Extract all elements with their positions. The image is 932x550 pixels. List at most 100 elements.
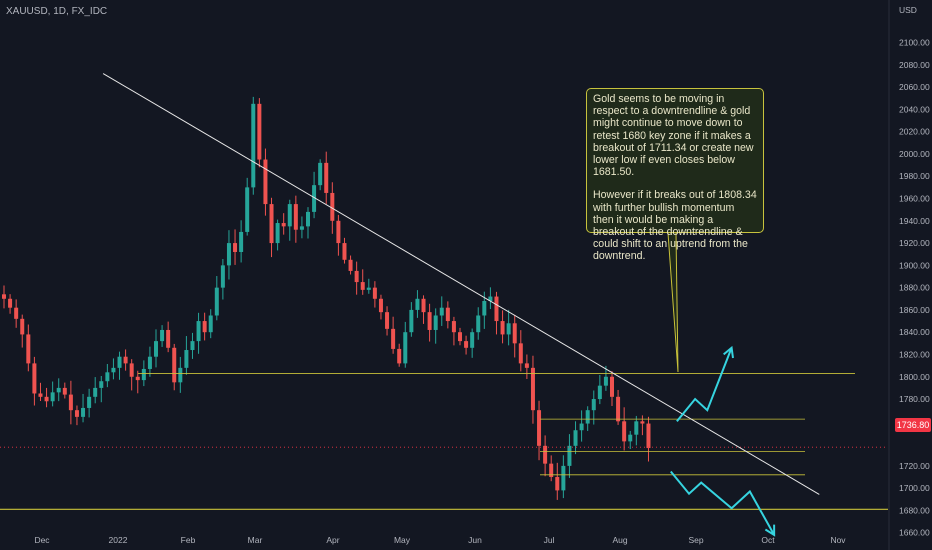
candle-body	[129, 363, 134, 377]
y-tick-label: 2100.00	[899, 38, 930, 48]
x-tick-label: May	[394, 535, 411, 545]
candle-body	[190, 341, 195, 351]
y-tick-label: 2020.00	[899, 127, 930, 137]
candle-body	[530, 367, 535, 411]
candle-body	[385, 312, 390, 329]
x-tick-label: Sep	[688, 535, 703, 545]
candle-body	[220, 265, 225, 288]
candle-body	[38, 393, 43, 397]
candle-body	[123, 356, 128, 364]
y-tick-label: 1720.00	[899, 461, 930, 471]
y-tick-label: 1920.00	[899, 238, 930, 248]
candle-body	[366, 287, 371, 290]
candle-body	[622, 421, 627, 442]
candle-body	[439, 307, 444, 316]
candle-body	[573, 430, 578, 446]
candle-body	[111, 367, 116, 373]
candle-body	[172, 347, 177, 383]
y-tick-label: 1660.00	[899, 528, 930, 538]
candle-body	[44, 396, 49, 402]
candle-body	[324, 162, 329, 193]
candle-body	[196, 321, 201, 342]
candle-body	[245, 187, 250, 232]
y-tick-label: 1900.00	[899, 260, 930, 270]
candle-body	[32, 363, 37, 394]
symbol-header: XAUUSD, 1D, FX_IDC	[6, 6, 108, 17]
candle-body	[372, 287, 377, 299]
candle-body	[378, 298, 383, 313]
y-tick-label: 1940.00	[899, 216, 930, 226]
candle-body	[275, 223, 280, 244]
candle-body	[470, 332, 475, 348]
x-tick-label: Feb	[181, 535, 196, 545]
candle-body	[251, 103, 256, 188]
candle-body	[476, 315, 481, 333]
candle-body	[610, 376, 614, 397]
candle-body	[99, 381, 104, 388]
candle-body	[628, 434, 633, 442]
x-axis[interactable]: Dec 2022 Feb Mar Apr May Jun Jul Aug Sep Oct Nov	[34, 535, 846, 545]
candle-body	[445, 307, 450, 322]
candle-body	[226, 243, 231, 266]
candle-body	[154, 341, 158, 357]
bullish-arrow	[676, 347, 733, 422]
x-tick-label: Aug	[612, 535, 627, 545]
y-tick-label: 1880.00	[899, 283, 930, 293]
candle-body	[360, 282, 365, 290]
x-tick-label: Apr	[326, 535, 339, 545]
candle-body	[597, 385, 602, 400]
y-axis[interactable]: USD1660.001680.001700.001720.001760.0017…	[888, 0, 930, 550]
candle-body	[208, 315, 213, 333]
candle-body	[391, 328, 396, 349]
candle-body	[603, 376, 608, 386]
candle-body	[306, 211, 310, 227]
candle-body	[579, 423, 584, 431]
candle-body	[561, 465, 566, 491]
candle-body	[269, 204, 274, 244]
bearish-arrow	[670, 470, 776, 536]
y-axis-unit: USD	[899, 5, 917, 15]
candle-body	[524, 363, 529, 368]
candle-body	[293, 204, 298, 230]
candle-body	[166, 329, 171, 348]
candle-body	[68, 394, 73, 411]
x-tick-label: Nov	[830, 535, 846, 545]
candle-body	[178, 367, 183, 383]
candle-body	[409, 309, 414, 333]
candle-body	[87, 396, 92, 408]
candle-body	[50, 392, 55, 402]
candle-body	[20, 318, 25, 335]
candle-body	[287, 204, 292, 227]
candle-body	[26, 334, 31, 364]
candle-body	[354, 270, 359, 283]
levels-layer	[0, 373, 888, 510]
candle-body	[105, 372, 110, 382]
y-tick-label: 1820.00	[899, 349, 930, 359]
candle-body	[117, 356, 122, 368]
analysis-note[interactable]: Gold seems to be moving in respect to a …	[586, 88, 764, 262]
x-tick-label: Jun	[468, 535, 482, 545]
candle-body	[537, 410, 542, 446]
y-tick-label: 2000.00	[899, 149, 930, 159]
candle-body	[634, 421, 639, 435]
candle-body	[494, 296, 499, 322]
x-tick-label: Jul	[544, 535, 555, 545]
x-tick-label: 2022	[109, 535, 128, 545]
drawings-layer	[102, 73, 820, 537]
x-tick-label: Dec	[34, 535, 50, 545]
y-tick-label: 1800.00	[899, 372, 930, 382]
candle-body	[567, 445, 572, 466]
note-paragraph-2: However if it breaks out of 1808.34 with…	[593, 189, 757, 263]
candle-body	[202, 321, 207, 333]
candle-body	[585, 410, 590, 424]
candle-body	[433, 315, 438, 330]
bullish-arrow-head	[723, 345, 734, 359]
candle-body	[147, 356, 152, 369]
candle-body	[299, 226, 304, 230]
bearish-arrow-head	[764, 524, 776, 537]
candle-body	[336, 220, 341, 244]
candle-body	[415, 298, 420, 310]
candle-body	[257, 103, 262, 160]
candle-body	[464, 341, 469, 348]
